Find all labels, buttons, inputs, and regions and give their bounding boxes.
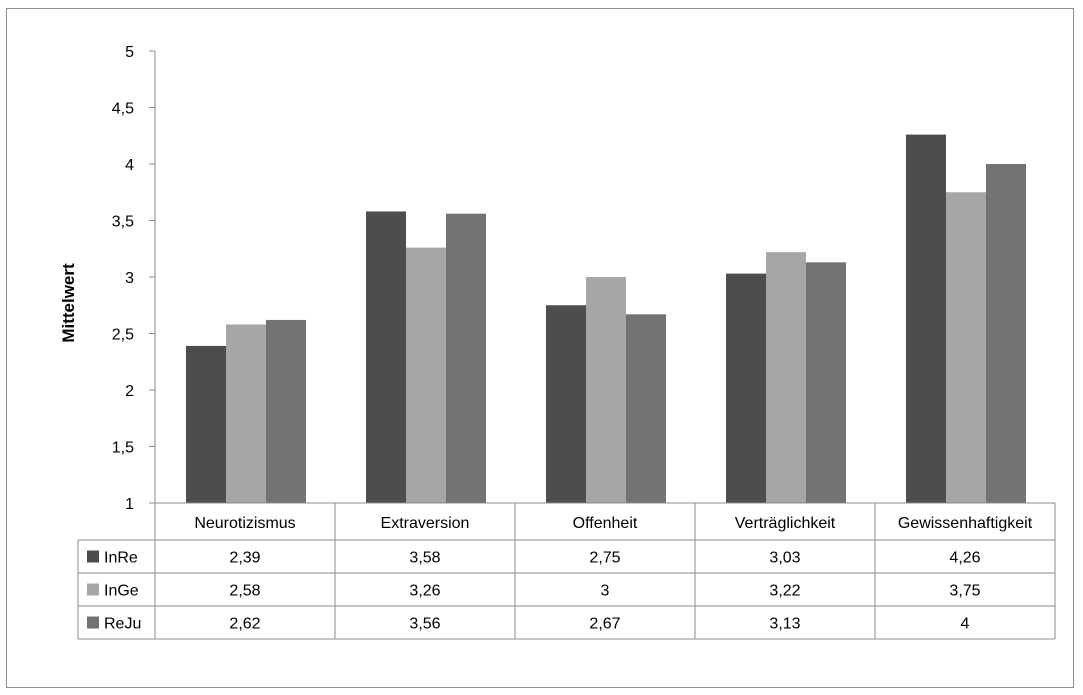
data-label-inre-4: 3,03 (769, 550, 800, 567)
legend-label-inre: InRe (104, 550, 138, 567)
data-label-inge-4: 3,22 (769, 583, 800, 600)
y-tick-label: 4 (125, 157, 134, 174)
bar-inge-4 (766, 252, 806, 503)
data-table: Neurotizismus Extraversion Offenheit Verträ… (77, 502, 1056, 640)
bar-reju-4 (806, 262, 846, 503)
y-tick-label: 5 (125, 44, 134, 61)
bar-inge-5 (946, 192, 986, 503)
bars (186, 134, 1026, 503)
category-label: Neurotizismus (194, 515, 295, 532)
bar-inge-2 (406, 247, 446, 503)
data-label-inge-5: 3,75 (949, 583, 980, 600)
bar-inre-1 (186, 345, 226, 503)
legend-label-reju: ReJu (104, 616, 141, 633)
y-axis-label: Mittelwert (59, 263, 78, 343)
y-tick-label: 1 (125, 496, 134, 513)
category-label: Extraversion (381, 515, 470, 532)
y-tick-label: 2 (125, 383, 134, 400)
data-label-inge-3: 3 (601, 583, 610, 600)
y-axis: 1 1,5 2 2,5 3 3,5 4 4,5 5 (112, 44, 156, 513)
data-label-inge-1: 2,58 (229, 583, 260, 600)
category-label: Gewissenhaftigkeit (898, 515, 1033, 532)
bar-inge-3 (586, 277, 626, 503)
y-tick-label: 3,5 (112, 214, 134, 231)
data-label-inre-3: 2,75 (589, 550, 620, 567)
legend-swatch-inge (87, 583, 99, 596)
legend-label-inge: InGe (104, 583, 139, 600)
data-label-inge-2: 3,26 (409, 583, 440, 600)
y-tick-label: 3 (125, 270, 134, 287)
legend-swatch-reju (87, 616, 99, 629)
data-label-reju-3: 2,67 (589, 616, 620, 633)
bar-reju-1 (266, 319, 306, 503)
data-label-inre-1: 2,39 (229, 550, 260, 567)
category-label: Verträglichkeit (735, 515, 836, 532)
category-label: Offenheit (573, 515, 638, 532)
bar-inre-2 (366, 211, 406, 503)
bar-reju-5 (986, 164, 1026, 503)
y-tick-label: 4,5 (112, 101, 134, 118)
bar-inge-1 (226, 324, 266, 503)
legend-swatch-inre (87, 550, 99, 563)
data-label-reju-1: 2,62 (229, 616, 260, 633)
bar-reju-2 (446, 213, 486, 503)
chart-frame (6, 8, 1074, 688)
data-label-inre-2: 3,58 (409, 550, 440, 567)
data-label-reju-4: 3,13 (769, 616, 800, 633)
bar-inre-3 (546, 305, 586, 503)
y-tick-label: 1,5 (112, 440, 134, 457)
data-label-inre-5: 4,26 (949, 550, 980, 567)
bar-inre-5 (906, 134, 946, 503)
y-tick-label: 2,5 (112, 327, 134, 344)
data-label-reju-2: 3,56 (409, 616, 440, 633)
data-label-reju-5: 4 (961, 616, 970, 633)
bar-inre-4 (726, 273, 766, 503)
bar-reju-3 (626, 314, 666, 503)
